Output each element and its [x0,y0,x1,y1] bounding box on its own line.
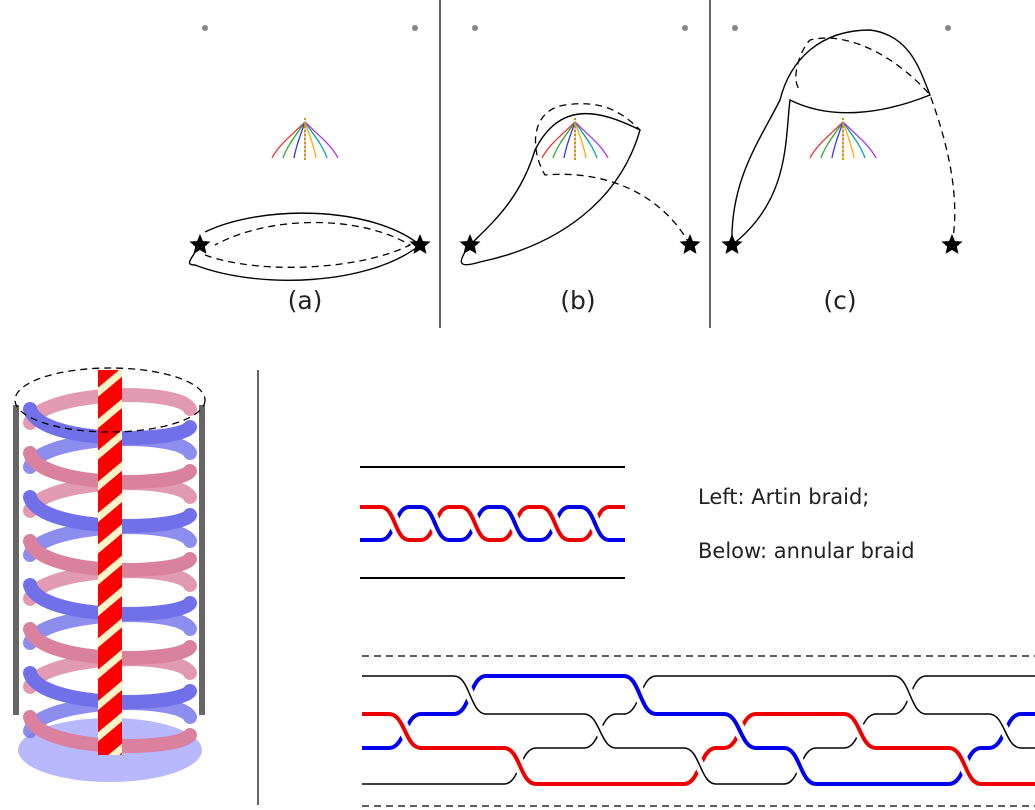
icon-strand [575,122,608,158]
path [796,38,955,245]
side-bar [199,405,205,715]
star [190,234,211,254]
star [942,234,963,254]
path [732,30,930,245]
pole [98,370,122,755]
icon-strand [272,122,305,158]
top-panels: (a) (b) (c) [190,0,963,328]
star [680,234,701,254]
path [205,223,410,268]
caption: Below: annular braid [698,539,915,563]
icon-strand [542,122,575,158]
icon-strand [305,122,338,158]
figure: (a) (b) (c) Left: Artin braid; Below: an… [0,0,1035,810]
star [722,234,743,254]
dots [202,25,951,31]
stars [190,234,963,254]
panel-label: (a) [288,286,323,315]
path [461,114,640,265]
icons [272,118,876,160]
side-bar [13,405,19,715]
panel-label: (c) [823,286,856,315]
icon-strand [810,122,843,158]
icon-strand [843,122,876,158]
panel-label: (b) [560,286,595,315]
cylinder [13,368,205,782]
path [535,104,690,245]
annular-braid [362,676,1035,784]
caption: Left: Artin braid; [698,485,869,509]
artin-braid [360,507,625,540]
